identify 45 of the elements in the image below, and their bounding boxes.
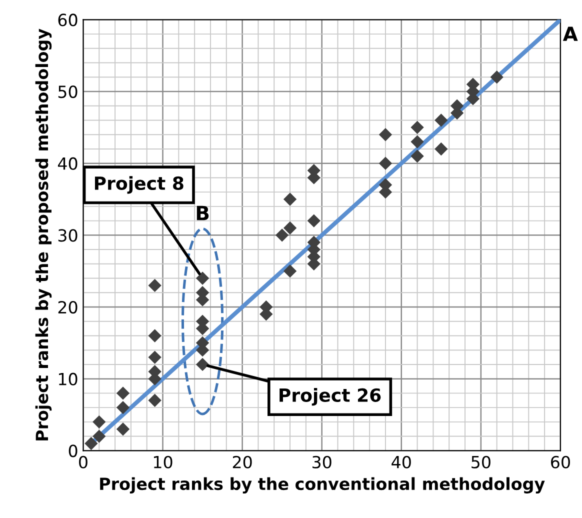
point: [92, 415, 106, 429]
point: [434, 114, 448, 127]
annotation: B: [196, 206, 209, 220]
x-tick-label: 20: [232, 456, 252, 468]
y-tick-label: 60: [58, 14, 78, 26]
point: [148, 329, 162, 342]
annotation: Project 26: [280, 388, 381, 406]
y-axis-title: Project ranks by the proposed methodology: [35, 28, 52, 440]
point: [283, 264, 297, 278]
y-tick-label: 20: [58, 300, 78, 314]
x-tick-label: 10: [154, 456, 172, 468]
point: [92, 430, 106, 443]
point: [434, 142, 448, 156]
point: [84, 436, 98, 450]
point: [490, 70, 504, 84]
point: [378, 128, 392, 142]
x-tick-label: 60: [551, 456, 570, 468]
x-tick-label: 30: [312, 456, 332, 468]
point: [410, 150, 424, 163]
point: [283, 221, 297, 235]
point: [116, 386, 130, 400]
annotation: Project 8: [94, 176, 184, 194]
point: [410, 135, 424, 148]
y-tick-label: 10: [58, 372, 78, 386]
y-tick-label: 40: [58, 157, 78, 170]
point: [378, 156, 392, 170]
point: [148, 350, 162, 364]
point: [116, 422, 130, 436]
y-tick-label: 30: [58, 229, 78, 242]
x-tick-label: 0: [79, 456, 88, 468]
point: [410, 120, 424, 134]
point: [283, 192, 297, 206]
point: [275, 228, 289, 242]
x-tick-label: 40: [392, 456, 411, 468]
point: [196, 358, 210, 372]
point: [116, 400, 130, 414]
point: [196, 272, 210, 285]
x-tick-label: 50: [472, 456, 490, 468]
y-tick-label: 50: [58, 85, 78, 98]
text: A: [562, 26, 578, 41]
y-tick-label: 0: [68, 444, 78, 458]
point: [307, 214, 320, 228]
x-axis-title: Project ranks by the conventional methodology: [100, 477, 545, 494]
point: [148, 278, 162, 292]
point: [148, 394, 162, 407]
